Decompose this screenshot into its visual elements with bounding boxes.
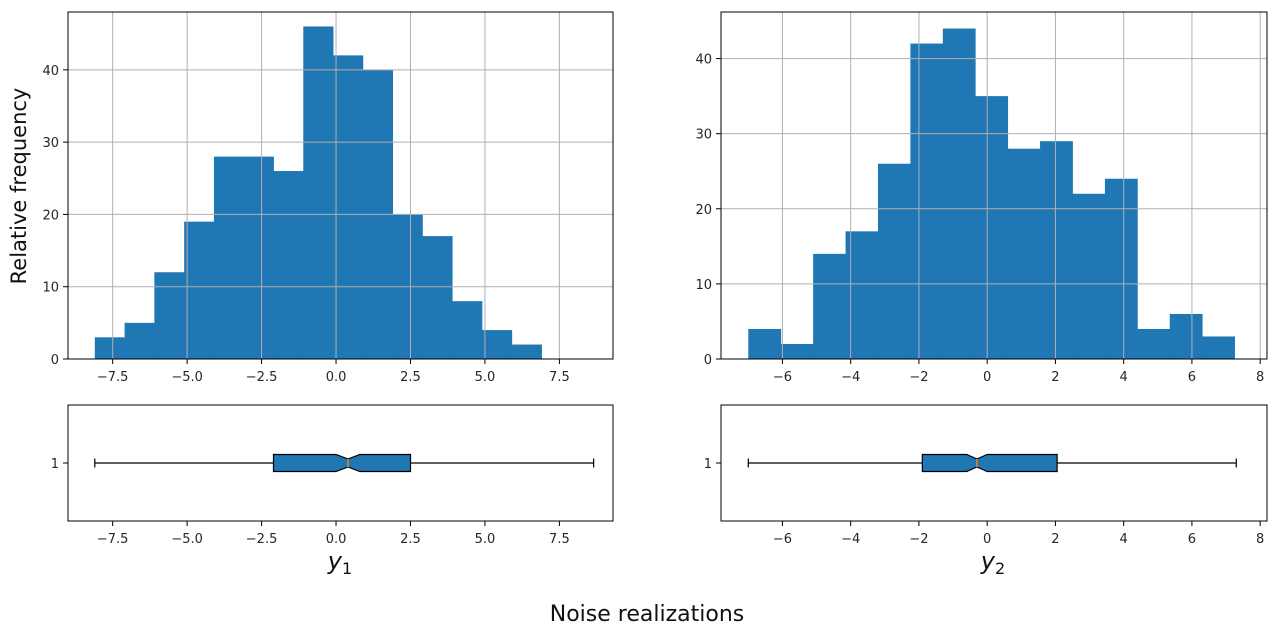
hist-y1-xtick-label-1: −5.0 xyxy=(171,370,203,385)
hist-y2-bar-6 xyxy=(942,28,976,360)
hist-y1-xtick-label-2: −2.5 xyxy=(246,370,278,385)
hist-y1-xtick-label-3: 0.0 xyxy=(326,370,347,385)
boxplot-y2: 1 −6 −4 −2 0 2 4 6 8 xyxy=(704,404,1268,547)
hist-y2-bar-11 xyxy=(1104,178,1138,359)
hist-y2-bar-2 xyxy=(813,253,846,359)
hist-y1-bar-3 xyxy=(184,221,215,359)
box-y1-xtick-label-4: 2.5 xyxy=(400,532,421,547)
hist-y2-xtick-label-7: 8 xyxy=(1256,370,1264,385)
box-y2-xtick-label-1: −4 xyxy=(841,532,860,547)
hist-y2-ytick-label-3: 30 xyxy=(695,128,712,143)
hist-y2-frame xyxy=(720,11,1268,360)
hist-y2-bar-4 xyxy=(877,163,911,359)
hist-y2-bar-9 xyxy=(1040,141,1073,359)
hist-y1-ytick-label-0: 0 xyxy=(51,353,59,368)
hist-y1-bar-13 xyxy=(481,330,513,359)
hist-y2-ytick-label-1: 10 xyxy=(695,278,712,293)
x-axis-label-y2-main: y xyxy=(980,547,996,575)
hist-y1-bar-11 xyxy=(422,236,453,359)
y-axis-label: Relative frequency xyxy=(7,88,31,285)
hist-y2-bar-1 xyxy=(780,343,814,359)
hist-y1-xtick-label-5: 5.0 xyxy=(475,370,496,385)
boxplot-y1: 1 −7.5 −5.0 −2.5 0.0 2.5 5.0 7.5 xyxy=(51,404,614,547)
box-y1-xtick-label-1: −5.0 xyxy=(171,532,203,547)
box-y2-xtick-label-6: 6 xyxy=(1188,532,1196,547)
box-y2-xtick-label-5: 4 xyxy=(1120,532,1128,547)
hist-y1-ytick-label-4: 40 xyxy=(42,64,59,79)
box-y2-xtick-label-3: 0 xyxy=(983,532,991,547)
hist-y1-bar-1 xyxy=(124,322,155,359)
hist-y2-xtick-label-5: 4 xyxy=(1120,370,1128,385)
hist-y1-ytick-label-2: 20 xyxy=(42,208,59,223)
hist-y1-xtick-label-6: 7.5 xyxy=(549,370,570,385)
hist-y2-xtick-label-4: 2 xyxy=(1051,370,1059,385)
box-y1-xtick-label-0: −7.5 xyxy=(97,532,129,547)
box-y1-ytick-label-0: 1 xyxy=(51,457,59,472)
hist-y2-bar-12 xyxy=(1137,328,1171,359)
x-axis-label-y1-sub: 1 xyxy=(342,559,352,578)
x-axis-label-y1-main: y xyxy=(327,547,343,575)
hist-y2-bar-0 xyxy=(748,328,782,359)
box-y2-xtick-label-7: 8 xyxy=(1256,532,1264,547)
hist-y2-bar-5 xyxy=(910,43,944,359)
hist-y1-bar-0 xyxy=(94,337,125,359)
hist-y2-bar-7 xyxy=(975,96,1009,359)
hist-y1-bar-4 xyxy=(213,156,245,359)
hist-y1-bar-12 xyxy=(452,301,483,359)
hist-y2-ytick-label-4: 40 xyxy=(695,53,712,68)
hist-y1-bar-6 xyxy=(273,171,304,359)
hist-y1-xtick-label-0: −7.5 xyxy=(97,370,129,385)
hist-y1-bar-5 xyxy=(243,156,274,359)
hist-y1-bar-14 xyxy=(511,344,542,359)
box-y2-xtick-label-0: −6 xyxy=(773,532,792,547)
hist-y1-ytick-label-1: 10 xyxy=(42,281,59,296)
hist-y2-bar-13 xyxy=(1169,313,1203,359)
hist-y1-xtick-label-4: 2.5 xyxy=(400,370,421,385)
box-y1-box xyxy=(272,453,412,473)
x-axis-label-y1: y1 xyxy=(327,547,352,578)
box-y1-xtick-label-6: 7.5 xyxy=(549,532,570,547)
hist-y2-bar-14 xyxy=(1202,336,1235,359)
box-y1-xtick-label-2: −2.5 xyxy=(246,532,278,547)
x-axis-label-y2-sub: 2 xyxy=(995,559,1005,578)
hist-y1-bar-2 xyxy=(154,272,185,359)
box-y1-xtick-label-3: 0.0 xyxy=(326,532,347,547)
box-y2-xtick-label-4: 2 xyxy=(1051,532,1059,547)
hist-y2-ytick-label-0: 0 xyxy=(704,353,712,368)
box-y2-ytick-label-0: 1 xyxy=(704,457,712,472)
hist-y2-bar-10 xyxy=(1072,193,1106,359)
hist-y2-xtick-label-0: −6 xyxy=(773,370,792,385)
hist-y1-bar-8 xyxy=(333,55,364,359)
hist-y2-xtick-label-6: 6 xyxy=(1188,370,1196,385)
hist-y2-bar-8 xyxy=(1007,148,1041,359)
x-axis-label-y2: y2 xyxy=(980,547,1005,578)
figure-suptitle: Noise realizations xyxy=(550,602,744,627)
hist-y2-xtick-label-2: −2 xyxy=(909,370,928,385)
histogram-y2: −6 −4 −2 0 2 4 6 8 0 10 20 30 40 xyxy=(695,11,1268,385)
box-y2-box xyxy=(921,453,1058,473)
hist-y1-bar-7 xyxy=(303,26,334,359)
box-y1-xtick-label-5: 5.0 xyxy=(475,532,496,547)
hist-y2-xtick-label-3: 0 xyxy=(983,370,991,385)
hist-y1-frame xyxy=(67,11,614,360)
hist-y1-ytick-label-3: 30 xyxy=(42,136,59,151)
histogram-y1: −7.5 −5.0 −2.5 0.0 2.5 5.0 7.5 0 10 20 30 40 xyxy=(42,11,614,385)
hist-y2-xtick-label-1: −4 xyxy=(841,370,860,385)
box-y2-xtick-label-2: −2 xyxy=(909,532,928,547)
hist-y2-ytick-label-2: 20 xyxy=(695,203,712,218)
